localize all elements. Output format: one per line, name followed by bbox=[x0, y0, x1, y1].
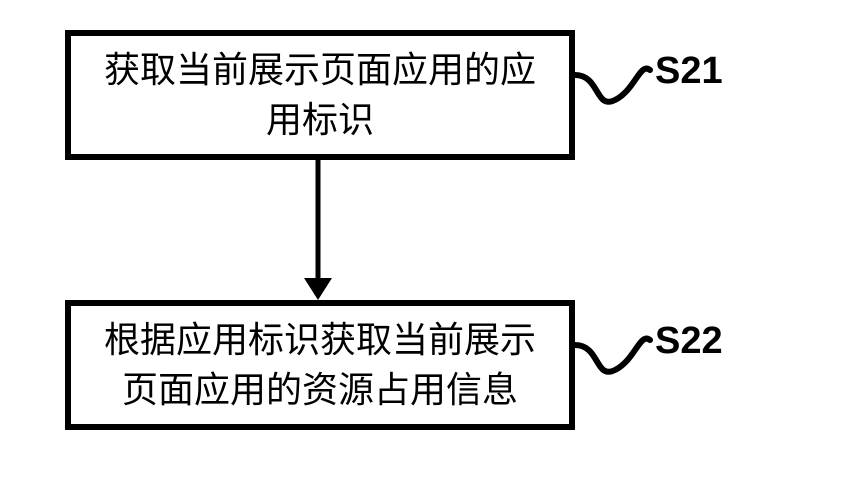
step-1-text: 获取当前展示页面应用的应用标识 bbox=[91, 45, 549, 146]
step-label-1: S21 bbox=[655, 50, 723, 93]
step-label-2: S22 bbox=[655, 320, 723, 363]
flowchart-container: 获取当前展示页面应用的应用标识 S21 根据应用标识获取当前展示页面应用的资源占… bbox=[0, 0, 864, 504]
label-connector-1 bbox=[565, 40, 660, 115]
label-connector-2 bbox=[565, 310, 660, 385]
flowchart-step-2: 根据应用标识获取当前展示页面应用的资源占用信息 bbox=[65, 300, 575, 430]
step-2-text: 根据应用标识获取当前展示页面应用的资源占用信息 bbox=[91, 315, 549, 416]
flowchart-step-1: 获取当前展示页面应用的应用标识 bbox=[65, 30, 575, 160]
flowchart-arrow bbox=[290, 160, 346, 300]
